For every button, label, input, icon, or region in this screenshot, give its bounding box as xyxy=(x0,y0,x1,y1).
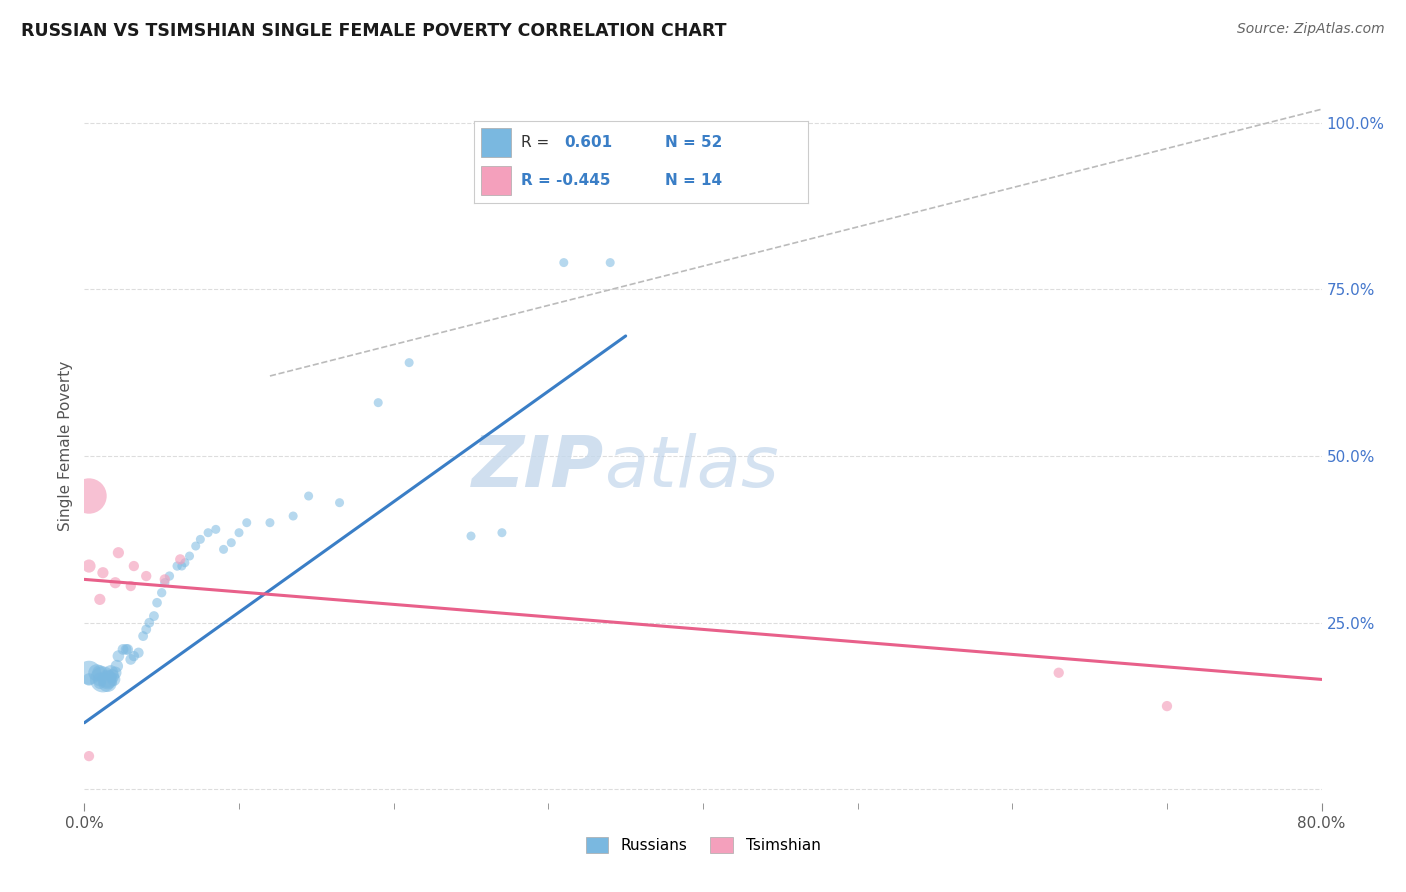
Point xyxy=(91,566,114,580)
Point xyxy=(179,549,201,563)
Point xyxy=(143,609,166,624)
Point xyxy=(553,255,575,269)
Point xyxy=(197,525,219,540)
Point xyxy=(77,489,100,503)
Point xyxy=(122,559,145,574)
Point xyxy=(120,579,142,593)
Legend: Russians, Tsimshian: Russians, Tsimshian xyxy=(579,831,827,859)
Point xyxy=(86,665,108,680)
Point xyxy=(235,516,259,530)
Point xyxy=(120,652,142,666)
Point xyxy=(89,592,111,607)
Point xyxy=(105,659,128,673)
Point xyxy=(398,356,420,370)
Point xyxy=(174,556,197,570)
Point xyxy=(135,569,157,583)
Point xyxy=(138,615,160,630)
Point xyxy=(135,623,157,637)
Point xyxy=(117,642,139,657)
Point xyxy=(169,552,191,566)
Text: Source: ZipAtlas.com: Source: ZipAtlas.com xyxy=(1237,22,1385,37)
Point xyxy=(77,665,100,680)
Point xyxy=(153,575,176,590)
Point xyxy=(1047,665,1070,680)
Point xyxy=(89,673,111,687)
Point xyxy=(153,573,176,587)
Point xyxy=(91,673,114,687)
Point xyxy=(150,585,173,599)
Point xyxy=(212,542,235,557)
Point xyxy=(132,629,155,643)
Point xyxy=(328,496,352,510)
Point xyxy=(259,516,281,530)
Point xyxy=(166,559,188,574)
Point xyxy=(1156,699,1178,714)
Point xyxy=(297,489,319,503)
Point xyxy=(100,665,122,680)
Point xyxy=(115,642,138,657)
Point xyxy=(460,529,482,543)
Point xyxy=(96,673,118,687)
Point xyxy=(170,559,193,574)
Point xyxy=(184,539,207,553)
Point xyxy=(281,509,305,524)
Text: ZIP: ZIP xyxy=(472,433,605,502)
Text: atlas: atlas xyxy=(605,433,779,502)
Y-axis label: Single Female Poverty: Single Female Poverty xyxy=(58,361,73,531)
Point xyxy=(89,665,111,680)
Point xyxy=(127,646,149,660)
Point xyxy=(205,522,228,536)
Point xyxy=(89,675,111,690)
Point xyxy=(77,559,100,574)
Point xyxy=(188,533,211,547)
Point xyxy=(107,649,129,664)
Point xyxy=(104,665,127,680)
Point xyxy=(112,642,135,657)
Point xyxy=(599,255,621,269)
Point xyxy=(146,596,169,610)
Text: RUSSIAN VS TSIMSHIAN SINGLE FEMALE POVERTY CORRELATION CHART: RUSSIAN VS TSIMSHIAN SINGLE FEMALE POVER… xyxy=(21,22,727,40)
Point xyxy=(101,669,124,683)
Point xyxy=(77,749,100,764)
Point xyxy=(219,535,242,549)
Point xyxy=(228,525,250,540)
Point xyxy=(96,675,118,690)
Point xyxy=(107,546,129,560)
Point xyxy=(159,569,180,583)
Point xyxy=(122,649,145,664)
Point xyxy=(104,575,127,590)
Point xyxy=(103,673,125,687)
Point xyxy=(77,673,100,687)
Point xyxy=(367,395,389,409)
Point xyxy=(96,673,118,687)
Point xyxy=(491,525,513,540)
